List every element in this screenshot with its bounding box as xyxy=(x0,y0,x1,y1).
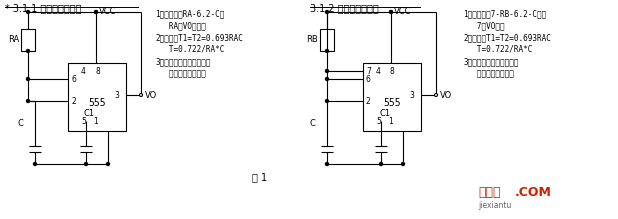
Text: C: C xyxy=(309,119,315,128)
Circle shape xyxy=(326,69,329,72)
Circle shape xyxy=(106,162,109,166)
Text: 1: 1 xyxy=(93,117,98,125)
Circle shape xyxy=(326,162,329,166)
Text: 4: 4 xyxy=(376,67,381,76)
Text: 555: 555 xyxy=(88,98,106,108)
Text: 2）公式：T1=T2=0.693RAC: 2）公式：T1=T2=0.693RAC xyxy=(155,33,243,42)
Bar xyxy=(320,29,334,51)
Text: 7与VO相联: 7与VO相联 xyxy=(463,21,505,30)
Circle shape xyxy=(27,99,30,102)
Circle shape xyxy=(402,162,405,166)
Text: 图 1: 图 1 xyxy=(252,172,268,182)
Text: RA与VO相连。: RA与VO相连。 xyxy=(155,21,206,30)
Bar xyxy=(21,29,35,51)
Text: 2）公式：T1=T2=0.693RAC: 2）公式：T1=T2=0.693RAC xyxy=(463,33,551,42)
Text: 1: 1 xyxy=(388,117,393,125)
Circle shape xyxy=(140,94,143,97)
Text: * 3.1.1 直接反馈型无稳: * 3.1.1 直接反馈型无稳 xyxy=(5,3,82,13)
Circle shape xyxy=(434,94,438,97)
Text: 6: 6 xyxy=(71,74,76,83)
Text: 接线图: 接线图 xyxy=(478,187,501,200)
Circle shape xyxy=(27,11,30,14)
Text: jiexiantu: jiexiantu xyxy=(478,201,511,210)
Circle shape xyxy=(95,11,98,14)
Text: 告警，电源变换等: 告警，电源变换等 xyxy=(155,69,206,78)
Circle shape xyxy=(326,49,329,53)
Text: 1）特点：「RA-6.2-C」: 1）特点：「RA-6.2-C」 xyxy=(155,9,224,18)
Text: T=0.722/RA*C: T=0.722/RA*C xyxy=(463,45,532,54)
Circle shape xyxy=(27,49,30,53)
Text: RB: RB xyxy=(307,35,318,44)
Text: 6: 6 xyxy=(366,74,371,83)
Text: T=0.722/RA*C: T=0.722/RA*C xyxy=(155,45,224,54)
Text: 1）特点：「7-RB-6.2-C」，: 1）特点：「7-RB-6.2-C」， xyxy=(463,9,546,18)
Text: 告警，电源变换等: 告警，电源变换等 xyxy=(463,69,514,78)
Circle shape xyxy=(326,11,329,14)
Circle shape xyxy=(95,11,98,14)
Circle shape xyxy=(85,162,88,166)
Bar xyxy=(363,63,421,131)
Circle shape xyxy=(379,162,383,166)
Text: 3.1.2 直接反馈型无稳: 3.1.2 直接反馈型无稳 xyxy=(310,3,379,13)
Circle shape xyxy=(389,11,392,14)
Text: 7: 7 xyxy=(366,67,371,76)
Text: RA: RA xyxy=(8,35,19,44)
Text: 3）用途：方波输出，音响: 3）用途：方波输出，音响 xyxy=(463,57,519,66)
Text: 8: 8 xyxy=(390,67,395,76)
Text: 5: 5 xyxy=(81,117,86,125)
Text: 2: 2 xyxy=(71,97,76,106)
Circle shape xyxy=(33,162,36,166)
Text: 555: 555 xyxy=(383,98,401,108)
Text: 2: 2 xyxy=(366,97,371,106)
Text: VCC: VCC xyxy=(394,7,412,16)
Text: 5: 5 xyxy=(376,117,381,125)
Text: C: C xyxy=(17,119,23,128)
Text: VCC: VCC xyxy=(99,7,117,16)
Text: 3: 3 xyxy=(409,90,414,99)
Circle shape xyxy=(326,99,329,102)
Bar xyxy=(68,63,126,131)
Circle shape xyxy=(27,78,30,81)
Text: 3: 3 xyxy=(114,90,119,99)
Text: C1: C1 xyxy=(84,108,95,118)
Text: C1: C1 xyxy=(379,108,390,118)
Text: .COM: .COM xyxy=(515,187,552,200)
Text: 8: 8 xyxy=(95,67,99,76)
Circle shape xyxy=(389,11,392,14)
Circle shape xyxy=(326,78,329,81)
Text: 3）用途：方波输出，音响: 3）用途：方波输出，音响 xyxy=(155,57,211,66)
Text: 4: 4 xyxy=(81,67,86,76)
Text: VO: VO xyxy=(145,90,157,99)
Text: VO: VO xyxy=(440,90,452,99)
